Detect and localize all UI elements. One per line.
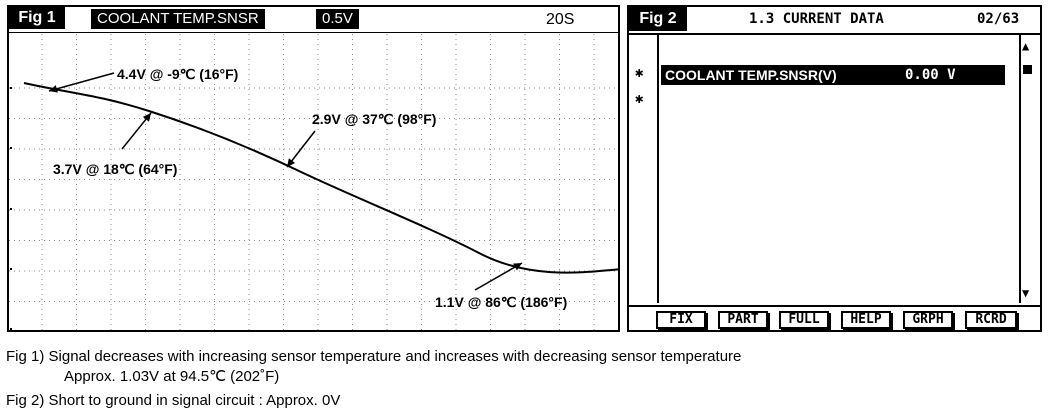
level-tick — [10, 87, 12, 89]
fig1-label: Fig 1 — [9, 7, 65, 29]
part-button[interactable]: PART — [718, 311, 768, 329]
data-list: COOLANT TEMP.SNSR(V) 0.00 V — [657, 35, 1021, 303]
arrowhead-icon — [287, 158, 296, 167]
plot-grid — [9, 34, 618, 330]
level-tick — [10, 268, 12, 270]
fig2-current-data-panel: Fig 2 1.3 CURRENT DATA 02/63 ✱ ✱ COOLANT… — [627, 5, 1042, 332]
annotation-arrows — [48, 72, 523, 291]
function-button-bar: FIX PART FULL HELP GRPH RCRD — [629, 305, 1040, 330]
waveform-annotation-label: 2.9V @ 37℃ (98°F) — [312, 111, 436, 127]
selected-marker-icon: ✱ — [635, 65, 644, 81]
fig1-caption-detail: Approx. 1.03V at 94.5℃ (202˚F) — [64, 368, 280, 385]
data-row-value: 0.00 V — [905, 67, 956, 83]
waveform-annotation-label: 3.7V @ 18℃ (64°F) — [53, 161, 177, 177]
help-button[interactable]: HELP — [841, 311, 891, 329]
annotation-arrow-line — [474, 262, 523, 291]
fig1-caption: Fig 1) Signal decreases with increasing … — [6, 348, 742, 365]
fig2-label: Fig 2 — [629, 7, 687, 31]
level-tick — [10, 147, 12, 149]
arrowhead-icon — [142, 113, 151, 122]
fix-button[interactable]: FIX — [656, 311, 706, 329]
data-row-coolant-temp[interactable]: COOLANT TEMP.SNSR(V) 0.00 V — [661, 65, 1005, 85]
waveform-annotation-label: 4.4V @ -9℃ (16°F) — [117, 66, 238, 82]
full-button[interactable]: FULL — [779, 311, 829, 329]
header-divider — [9, 32, 618, 33]
page-counter: 02/63 — [977, 11, 1020, 27]
fig2-caption: Fig 2) Short to ground in signal circuit… — [6, 392, 341, 409]
scrollbar-thumb[interactable] — [1023, 65, 1032, 74]
waveform-plot: 4.4V @ -9℃ (16°F) 3.7V @ 18℃ (64°F) 2.9V @… — [9, 34, 618, 330]
channel-title: COOLANT TEMP.SNSR — [91, 9, 265, 29]
coolant-sensor-waveform — [23, 82, 618, 274]
level-tick — [10, 208, 12, 210]
scroll-down-arrow-icon[interactable]: ▼ — [1022, 286, 1030, 300]
arrowhead-icon — [513, 263, 522, 271]
rcrd-button[interactable]: RCRD — [965, 311, 1017, 329]
scroll-up-arrow-icon[interactable]: ▲ — [1022, 39, 1030, 53]
grph-button[interactable]: GRPH — [903, 311, 953, 329]
data-row-label: COOLANT TEMP.SNSR(V) — [665, 67, 837, 83]
voltage-scale: 0.5V — [316, 9, 359, 29]
fig1-scope-panel: 4.4V @ -9℃ (16°F) 3.7V @ 18℃ (64°F) 2.9V @… — [7, 5, 620, 332]
arrowhead-icon — [49, 85, 58, 93]
selected-marker-icon: ✱ — [635, 91, 644, 107]
level-tick — [10, 328, 12, 330]
time-base: 20S — [546, 11, 575, 28]
annotation-arrow-line — [48, 72, 115, 92]
screen-title: 1.3 CURRENT DATA — [749, 11, 884, 27]
waveform-annotation-label: 1.1V @ 86℃ (186°F) — [435, 294, 567, 310]
header-divider — [629, 33, 1040, 35]
